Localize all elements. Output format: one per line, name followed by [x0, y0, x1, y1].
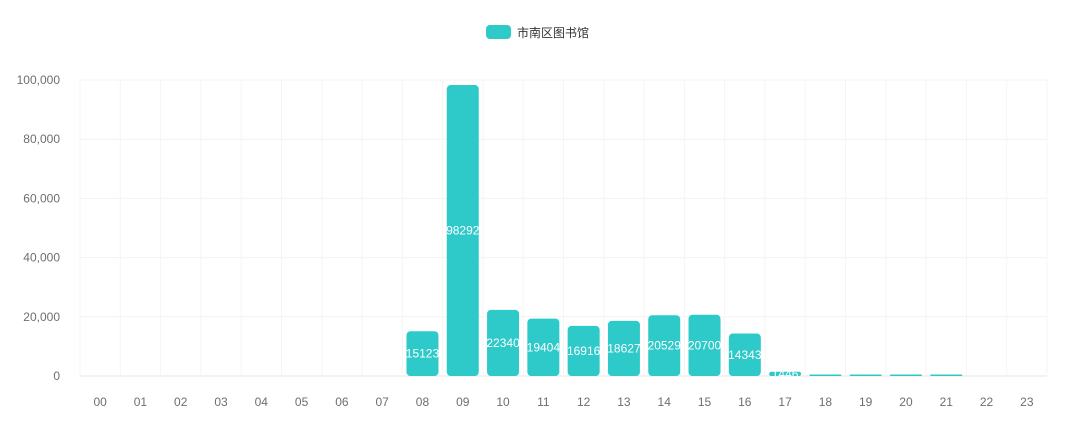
- bar-19[interactable]: [849, 374, 882, 377]
- x-tick-label: 23: [1020, 395, 1034, 409]
- x-tick-label: 04: [255, 395, 269, 409]
- x-tick-label: 17: [778, 395, 792, 409]
- x-tick-label: 07: [376, 395, 390, 409]
- legend-swatch: [486, 25, 511, 39]
- data-label-12: 16916: [567, 344, 601, 358]
- x-tick-label: 21: [940, 395, 954, 409]
- grid: [79, 79, 1048, 377]
- x-tick-label: 00: [93, 395, 107, 409]
- x-tick-label: 19: [859, 395, 873, 409]
- y-tick-label: 40,000: [23, 251, 60, 265]
- x-axis: 00 01 02 03 04 05 06 07 08 09 10 11 12 13 14 15 16 17 18 19…: [93, 395, 1033, 409]
- x-tick-label: 01: [134, 395, 148, 409]
- bar-11[interactable]: [527, 318, 560, 376]
- x-tick-label: 13: [617, 395, 631, 409]
- y-tick-label: 60,000: [23, 191, 60, 205]
- data-label-11: 19404: [527, 340, 561, 354]
- bar-08[interactable]: [406, 331, 439, 376]
- bar-13[interactable]: [607, 320, 640, 376]
- bar-09[interactable]: [446, 85, 479, 377]
- x-tick-label: 08: [416, 395, 430, 409]
- bar-20[interactable]: [889, 374, 922, 377]
- x-tick-label: 18: [819, 395, 833, 409]
- bar-18[interactable]: [809, 374, 842, 377]
- y-tick-label: 80,000: [23, 132, 60, 146]
- x-tick-label: 20: [899, 395, 913, 409]
- x-tick-label: 10: [496, 395, 510, 409]
- x-tick-label: 11: [537, 395, 550, 409]
- x-tick-label: 22: [980, 395, 994, 409]
- data-labels: 15123 98292 22340 19404 16916 18627 20529 20700…: [406, 224, 799, 381]
- y-tick-label: 20,000: [23, 310, 60, 324]
- x-tick-label: 16: [738, 395, 752, 409]
- x-tick-label: 05: [295, 395, 309, 409]
- data-label-14: 20529: [648, 339, 682, 353]
- bars: [406, 85, 963, 377]
- bar-14[interactable]: [648, 315, 681, 376]
- data-label-10: 22340: [486, 336, 520, 350]
- bar-16[interactable]: [728, 333, 761, 376]
- legend-label: 市南区图书馆: [517, 25, 590, 40]
- data-label-17: 1446: [772, 367, 799, 381]
- bar-17[interactable]: [769, 371, 802, 376]
- bar-12[interactable]: [567, 325, 600, 376]
- y-tick-label: 0: [53, 369, 60, 383]
- x-tick-label: 14: [658, 395, 672, 409]
- bar-10[interactable]: [487, 309, 520, 376]
- bar-21[interactable]: [930, 374, 963, 377]
- y-tick-label: 100,000: [17, 73, 61, 87]
- x-tick-label: 15: [698, 395, 712, 409]
- data-label-09: 98292: [446, 224, 480, 238]
- x-tick-label: 03: [214, 395, 228, 409]
- x-tick-label: 12: [577, 395, 591, 409]
- x-tick-label: 02: [174, 395, 188, 409]
- legend[interactable]: 市南区图书馆: [486, 24, 589, 40]
- data-label-15: 20700: [688, 338, 722, 352]
- data-label-13: 18627: [607, 341, 641, 355]
- x-tick-label: 06: [335, 395, 349, 409]
- x-tick-label: 09: [456, 395, 470, 409]
- bar-15[interactable]: [688, 314, 721, 376]
- y-axis: 0 20,000 40,000 60,000 80,000 100,000: [17, 73, 61, 383]
- data-label-16: 14343: [728, 348, 762, 362]
- data-label-08: 15123: [406, 347, 440, 361]
